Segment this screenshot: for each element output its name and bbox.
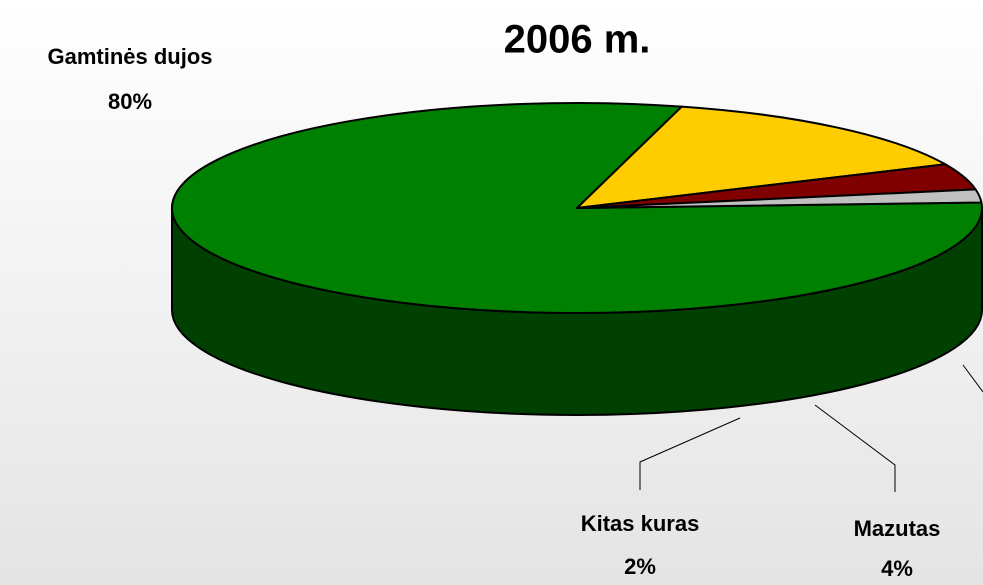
slice-label: Mazutas — [854, 516, 941, 541]
chart-title: 2006 m. — [504, 18, 651, 62]
pie-tops — [171, 102, 983, 314]
labels: Gamtinės dujos 80% Mazutas 4% Kitas kuras 2% — [47, 44, 940, 581]
pie-slice — [576, 105, 947, 209]
leader-line — [962, 364, 983, 393]
leader-lines — [639, 364, 983, 492]
pie-slice — [576, 188, 983, 209]
slice-value-label: 2% — [624, 554, 656, 579]
slice-value-label: 4% — [881, 556, 913, 581]
slice-label: Kitas kuras — [581, 511, 700, 536]
leader-line — [639, 417, 741, 490]
leader-line — [814, 404, 896, 492]
slice-value-label: 80% — [108, 89, 152, 114]
slice-label: Gamtinės dujos — [47, 44, 212, 69]
